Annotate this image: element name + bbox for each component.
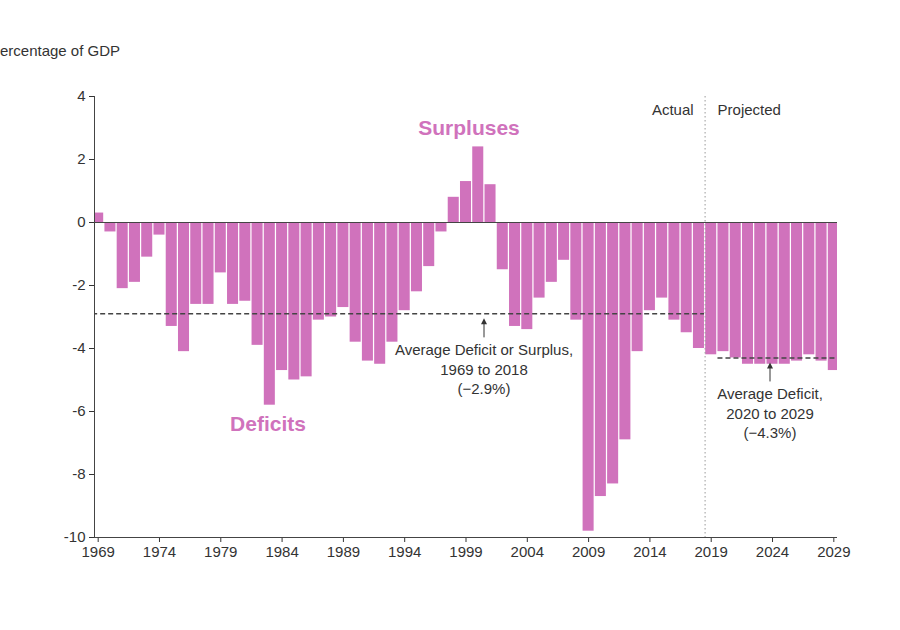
svg-text:Actual: Actual [652, 101, 694, 118]
svg-text:0: 0 [77, 213, 85, 230]
svg-text:1969 to 2018: 1969 to 2018 [440, 361, 528, 378]
svg-text:1999: 1999 [449, 543, 482, 560]
svg-text:1984: 1984 [265, 543, 298, 560]
svg-text:4: 4 [77, 87, 85, 104]
svg-text:1994: 1994 [388, 543, 421, 560]
svg-text:2: 2 [77, 150, 85, 167]
svg-text:-4: -4 [72, 339, 85, 356]
svg-text:-8: -8 [72, 465, 85, 482]
svg-text:2019: 2019 [695, 543, 728, 560]
svg-text:1974: 1974 [143, 543, 176, 560]
svg-text:2009: 2009 [572, 543, 605, 560]
svg-text:-10: -10 [63, 528, 86, 546]
svg-text:-6: -6 [72, 402, 85, 419]
svg-text:1979: 1979 [204, 543, 237, 560]
svg-text:2029: 2029 [817, 543, 850, 560]
svg-text:2004: 2004 [511, 543, 544, 560]
svg-text:2020 to 2029: 2020 to 2029 [726, 405, 814, 422]
svg-text:(−2.9%): (−2.9%) [458, 380, 511, 397]
svg-text:1969: 1969 [81, 543, 114, 560]
svg-text:Average Deficit or Surplus,: Average Deficit or Surplus, [395, 341, 573, 358]
svg-text:Percentage of GDP: Percentage of GDP [0, 42, 120, 59]
svg-text:-2: -2 [72, 276, 85, 293]
svg-text:Average Deficit,: Average Deficit, [717, 385, 823, 402]
svg-text:Deficits: Deficits [230, 412, 306, 435]
svg-text:Projected: Projected [718, 101, 781, 118]
svg-text:1989: 1989 [327, 543, 360, 560]
svg-text:Surpluses: Surpluses [418, 116, 520, 139]
svg-text:(−4.3%): (−4.3%) [744, 424, 797, 441]
svg-text:2024: 2024 [756, 543, 789, 560]
svg-text:2014: 2014 [633, 543, 666, 560]
